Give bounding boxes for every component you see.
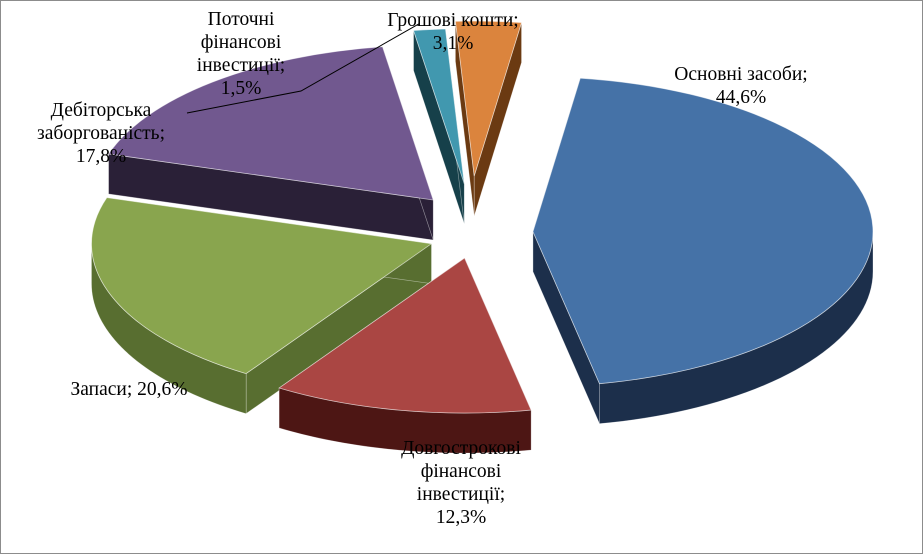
label-inventories: Запаси; 20,6%	[70, 379, 188, 400]
label-fixed-assets: Основні засоби; 44,6%	[674, 64, 808, 108]
label-current-investments: Поточні фінансові інвестиції; 1,5%	[196, 9, 286, 99]
slice-4-top	[412, 28, 465, 184]
slice-0-top	[532, 77, 874, 385]
label-long-term-investments: Довгострокові фінансові інвестиції; 12,3…	[401, 438, 521, 528]
slice-5-top	[454, 20, 523, 177]
pie-tops	[91, 20, 874, 414]
slice-2-top	[91, 197, 433, 375]
label-cash: Грошові кошти; 3,1%	[387, 10, 519, 54]
label-receivables: Дебіторська заборгованість; 17,8%	[37, 100, 165, 167]
slice-1-top	[278, 257, 532, 414]
slice-3-top	[107, 46, 434, 201]
leader-line-current-investments	[186, 23, 420, 114]
